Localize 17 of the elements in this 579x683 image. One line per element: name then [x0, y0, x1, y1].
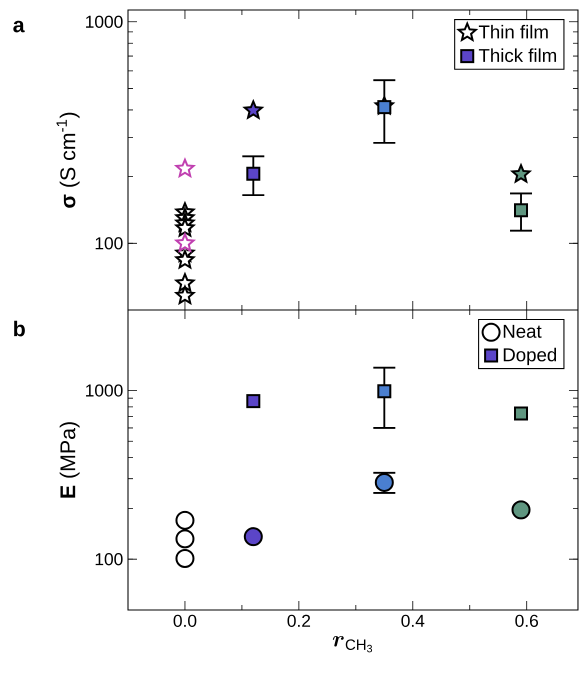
legend-label: Neat [504, 324, 542, 338]
legend-label: Thick film [478, 48, 556, 62]
y-tick-label: 1000 [86, 384, 123, 397]
x-axis-title: $\boldsymbol{r}_{\mathrm{CH_3}}$ [332, 636, 372, 652]
x-tick-label: 0.0 [174, 614, 196, 627]
y-axis-title: σ (S cm$^{-1}$) [56, 112, 80, 208]
x-tick-label: 0.4 [401, 614, 424, 627]
y-tick-label: 100 [96, 237, 123, 250]
y-tick-label: 1000 [86, 16, 123, 28]
text: a [13, 20, 25, 32]
text: b [14, 320, 25, 336]
x-tick-label: 0.6 [515, 614, 538, 627]
x-tick-label: 0.2 [287, 614, 310, 627]
legend-label: Doped [504, 348, 556, 366]
y-tick-label: 100 [96, 553, 123, 566]
legend-label: Thin film [478, 24, 548, 38]
y-axis-title: E (MPa) [60, 422, 80, 498]
